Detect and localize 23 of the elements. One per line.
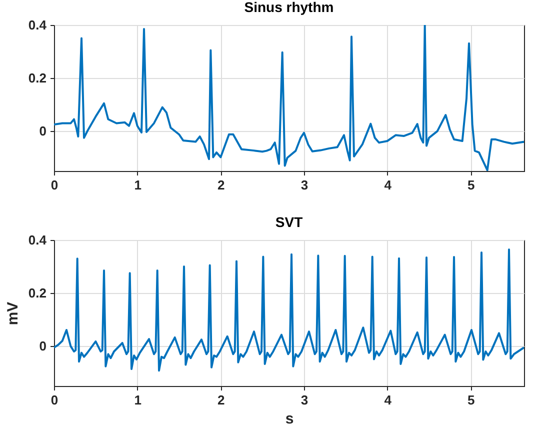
y-tick-label: 0.2 (28, 70, 46, 86)
y-tick-label: 0.4 (28, 18, 48, 32)
x-tick-label: 3 (300, 392, 308, 408)
y-tick-label: 0.2 (28, 286, 46, 301)
x-tick-label: 2 (218, 178, 225, 192)
x-tick-label: 3 (300, 178, 308, 192)
x-tick-label: 1 (134, 392, 142, 408)
x-tick-label: 4 (384, 178, 392, 192)
x-tick-label: 5 (468, 392, 475, 408)
chart-title: Sinus rhythm (244, 0, 334, 15)
x-tick-label: 5 (468, 178, 475, 192)
y-axis-title: mV (4, 302, 22, 326)
line-series (54, 248, 524, 372)
y-tick-label: 0 (39, 338, 46, 354)
x-tick-label: 2 (218, 392, 225, 408)
x-tick-label: 0 (50, 392, 58, 408)
x-tick-label: 0 (50, 178, 58, 192)
x-tick-label: 1 (134, 178, 142, 192)
chart-title: SVT (275, 214, 304, 230)
y-tick-label: 0.4 (28, 232, 48, 248)
x-axis-title: s (285, 410, 294, 428)
y-tick-label: 0 (39, 124, 46, 139)
x-tick-label: 4 (384, 392, 392, 408)
